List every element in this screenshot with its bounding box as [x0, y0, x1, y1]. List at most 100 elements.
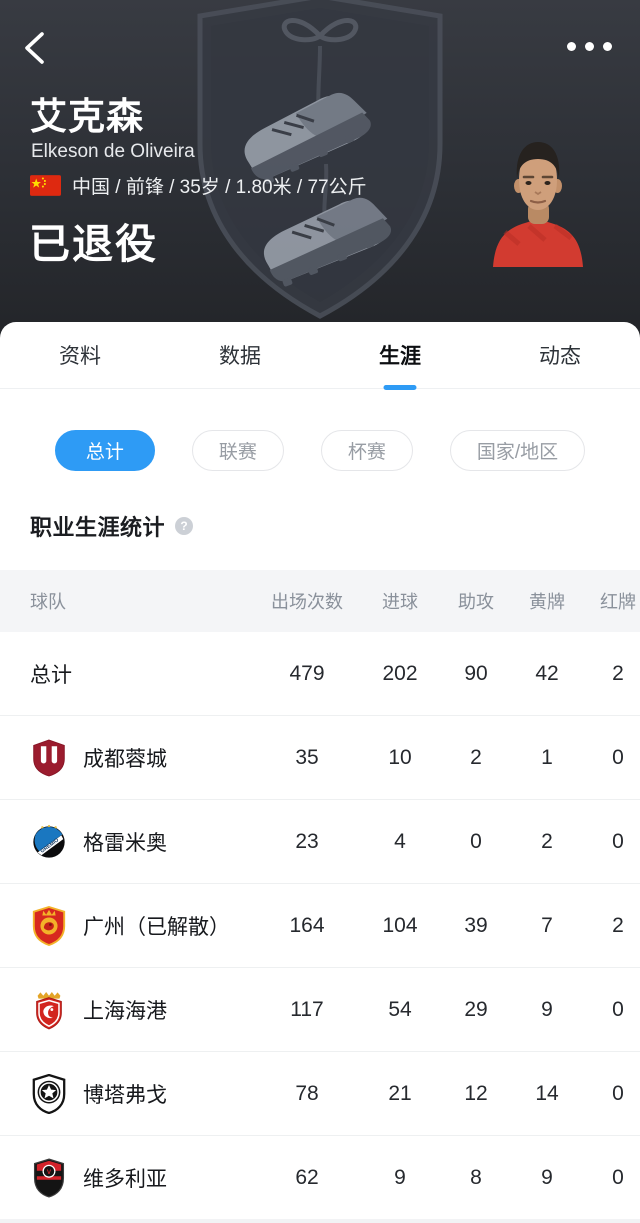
stat-value: 35 — [295, 745, 319, 769]
tab-label: 生涯 — [379, 345, 421, 368]
column-header: 红牌 — [600, 592, 636, 612]
player-name: 艾克森 — [30, 96, 144, 137]
stat-value: 12 — [464, 1081, 488, 1105]
stat-value: 90 — [464, 661, 488, 685]
table-header-row: 球队 出场次数 进球 助攻 黄牌 红牌 — [0, 570, 640, 632]
stat-value: 2 — [612, 913, 624, 937]
section-header: 职业生涯统计 ? — [30, 512, 640, 540]
stat-value: 0 — [612, 1081, 624, 1105]
career-stats-table: 球队 出场次数 进球 助攻 黄牌 红牌 总计 479 202 90 42 2 成都蓉城 35 10 2 1 0 G… — [0, 570, 640, 1220]
chengdu-club-crest-icon — [30, 738, 68, 778]
stat-value: 78 — [295, 1081, 319, 1105]
stat-value: 0 — [612, 1165, 624, 1189]
team-name: 格雷米奥 — [83, 831, 167, 855]
player-portrait — [493, 142, 583, 267]
player-status: 已退役 — [29, 221, 158, 267]
guangzhou-club-crest-icon — [30, 905, 68, 946]
team-row-botafogo[interactable]: 博塔弗戈 78 21 12 14 0 — [0, 1052, 640, 1136]
vitoria-club-crest-icon: V — [30, 1157, 68, 1198]
retired-boots-shield-emblem — [197, 0, 443, 319]
team-cell: GREMIO 格雷米奥 — [30, 822, 241, 862]
stat-value: 2 — [541, 829, 553, 853]
team-row-shanghai-port[interactable]: 上海海港 117 54 29 9 0 — [0, 968, 640, 1052]
botafogo-club-crest-icon — [30, 1073, 68, 1114]
tab-label: 动态 — [539, 345, 581, 368]
team-name: 总计 — [30, 663, 72, 687]
filter-pill-league[interactable]: 联赛 — [191, 430, 284, 471]
stat-value: 0 — [612, 829, 624, 853]
team-row-gremio[interactable]: GREMIO 格雷米奥 23 4 0 2 0 — [0, 800, 640, 884]
team-row-total[interactable]: 总计 479 202 90 42 2 — [0, 632, 640, 716]
tab-profile[interactable]: 资料 — [0, 322, 160, 388]
stat-value: 10 — [388, 745, 412, 769]
filter-pill-national[interactable]: 国家/地区 — [449, 430, 586, 471]
stat-value: 4 — [394, 829, 406, 853]
player-info-text: 中国 / 前锋 / 35岁 / 1.80米 / 77公斤 — [72, 177, 367, 198]
stat-value: 479 — [289, 661, 325, 685]
team-cell: 成都蓉城 — [30, 738, 241, 778]
team-name: 博塔弗戈 — [83, 1083, 167, 1107]
team-name: 维多利亚 — [83, 1167, 167, 1191]
team-cell: 上海海港 — [30, 990, 241, 1030]
tab-news[interactable]: 动态 — [480, 322, 640, 388]
stat-value: 14 — [535, 1081, 559, 1105]
stat-value: 117 — [290, 997, 324, 1021]
tab-career[interactable]: 生涯 — [320, 322, 480, 390]
stat-value: 42 — [535, 661, 559, 685]
stat-value: 2 — [470, 745, 482, 769]
column-header: 球队 — [30, 592, 66, 612]
gremio-club-crest-icon: GREMIO — [30, 822, 68, 862]
team-name: 广州（已解散） — [83, 915, 230, 939]
team-row-guangzhou[interactable]: 广州（已解散） 164 104 39 7 2 — [0, 884, 640, 968]
stat-value: 9 — [541, 997, 553, 1021]
filter-pills: 总计 联赛 杯赛 国家/地区 — [0, 430, 640, 471]
stat-value: 164 — [289, 913, 325, 937]
stat-value: 0 — [612, 997, 624, 1021]
stat-value: 7 — [541, 913, 553, 937]
team-row-vitoria[interactable]: V 维多利亚 62 9 8 9 0 — [0, 1136, 640, 1220]
stat-value: 23 — [295, 829, 319, 853]
stat-value: 21 — [388, 1081, 412, 1105]
stat-value: 104 — [382, 913, 418, 937]
section-divider — [0, 1219, 640, 1223]
column-header: 黄牌 — [529, 592, 565, 612]
stat-value: 54 — [388, 997, 412, 1021]
stat-value: 9 — [394, 1165, 406, 1189]
tab-data[interactable]: 数据 — [160, 322, 320, 388]
player-name-latin: Elkeson de Oliveira — [31, 141, 195, 162]
more-dots-icon — [567, 41, 576, 51]
stat-value: 1 — [541, 745, 553, 769]
back-chevron-icon — [25, 32, 44, 64]
table-body: 总计 479 202 90 42 2 成都蓉城 35 10 2 1 0 GREMIO 格雷米奥 23 4 0 2 0… — [0, 632, 640, 1220]
china-flag-icon — [30, 175, 61, 196]
active-tab-underline — [383, 385, 417, 390]
team-cell: V 维多利亚 — [30, 1157, 241, 1198]
stat-value: 29 — [464, 997, 488, 1021]
stat-value: 2 — [612, 661, 624, 685]
team-row-chengdu-rongcheng[interactable]: 成都蓉城 35 10 2 1 0 — [0, 716, 640, 800]
svg-text:V: V — [47, 1168, 52, 1175]
more-options-button[interactable] — [567, 34, 612, 58]
team-cell: 广州（已解散） — [30, 905, 241, 946]
back-button[interactable] — [14, 28, 54, 68]
filter-pill-cup[interactable]: 杯赛 — [320, 430, 413, 471]
stat-value: 0 — [612, 745, 624, 769]
team-cell: 总计 — [30, 659, 241, 689]
team-cell: 博塔弗戈 — [30, 1073, 241, 1114]
stat-value: 62 — [295, 1165, 319, 1189]
stat-value: 8 — [470, 1165, 482, 1189]
column-header: 进球 — [382, 592, 418, 612]
stat-value: 0 — [470, 829, 482, 853]
section-title: 职业生涯统计 — [30, 514, 166, 540]
player-header: 艾克森 Elkeson de Oliveira 中国 / 前锋 / 35岁 / … — [0, 0, 640, 340]
filter-pill-total[interactable]: 总计 — [54, 430, 155, 471]
tab-label: 数据 — [219, 345, 261, 368]
player-info-line: 中国 / 前锋 / 35岁 / 1.80米 / 77公斤 — [30, 172, 367, 199]
tab-label: 资料 — [59, 345, 101, 368]
stat-value: 9 — [541, 1165, 553, 1189]
team-name: 上海海港 — [83, 999, 167, 1023]
content-card: 资料 数据 生涯 动态 总计 联赛 杯赛 国家/地区 职业生涯统计 ? 球队 出场次数 进球 助攻… — [0, 322, 640, 1223]
stat-value: 39 — [464, 913, 488, 937]
shanghai-club-crest-icon — [30, 990, 68, 1030]
help-icon[interactable]: ? — [175, 516, 194, 535]
